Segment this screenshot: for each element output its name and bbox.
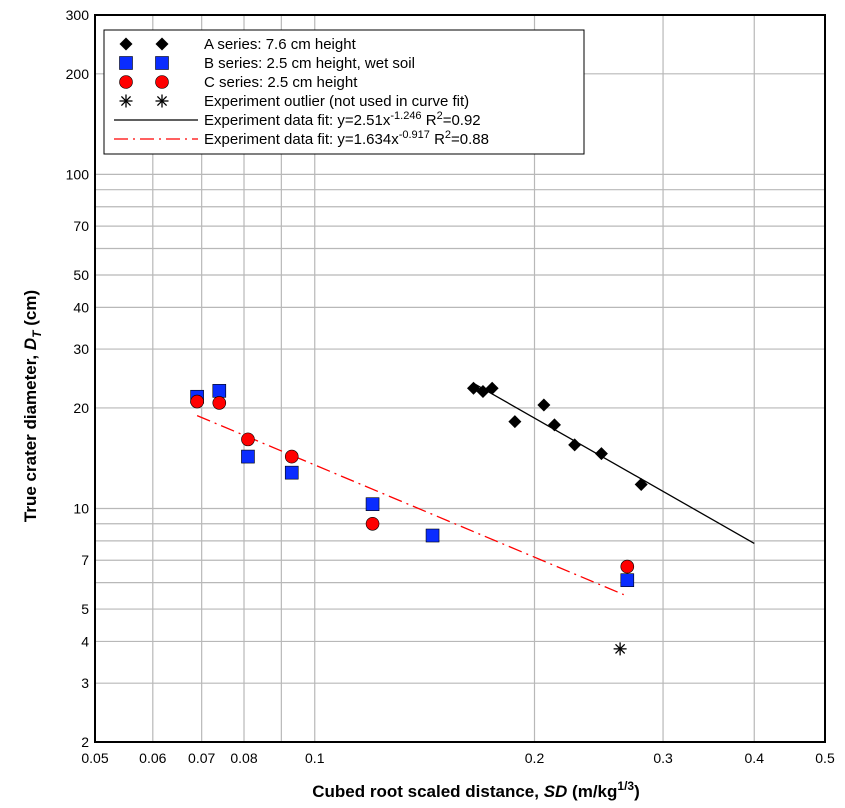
a-series-point [568, 438, 582, 452]
fit-lines [196, 382, 755, 596]
x-tick-label: 0.3 [653, 750, 673, 766]
legend-marker-right [155, 56, 169, 70]
x-axis-label-symbol: SD [544, 782, 568, 801]
legend: A series: 7.6 cm height B series: 2.5 cm… [103, 29, 585, 155]
x-tick-label: 0.07 [188, 750, 215, 766]
x-tick-label: 0.5 [815, 750, 835, 766]
y-axis-label-unit: (cm) [21, 290, 40, 331]
legend-marker-left [119, 94, 133, 108]
x-tick-label: 0.1 [305, 750, 325, 766]
legend-marker-right [155, 94, 169, 108]
x-tick-label: 0.06 [139, 750, 166, 766]
y-axis-label: True crater diameter, DT (cm) [21, 290, 44, 522]
fit-a-r-value: =0.92 [443, 112, 481, 129]
c-series-point [190, 394, 204, 409]
x-axis-label-unit-exponent: 1/3 [617, 779, 634, 793]
y-axis-label-prefix: True crater diameter, [21, 350, 40, 522]
x-axis-label-unit-close: ) [634, 782, 640, 801]
fit-b-r-exponent: 2 [445, 129, 451, 141]
y-tick-label: 20 [73, 400, 89, 416]
a-series-point [537, 398, 551, 412]
y-tick-label: 100 [66, 166, 90, 182]
y-tick-label: 10 [73, 500, 89, 516]
c-series-point [212, 396, 227, 410]
y-tick-label: 40 [73, 299, 89, 315]
fit-b-main: Experiment data fit: y=1.634x [204, 131, 399, 148]
y-tick-label: 7 [81, 552, 89, 568]
b-series-point [241, 449, 255, 464]
x-axis-label-unit: (m/kg [567, 782, 617, 801]
x-axis-label: Cubed root scaled distance, SD (m/kg1/3) [312, 779, 640, 801]
x-tick-label: 0.05 [81, 750, 108, 766]
y-tick-label: 30 [73, 341, 89, 357]
legend-box [103, 29, 585, 155]
y-tick-label: 70 [73, 218, 89, 234]
legend-marker-left [119, 75, 133, 89]
x-tick-label: 0.4 [745, 750, 765, 766]
fit-a-main: Experiment data fit: y=2.51x [204, 112, 391, 129]
legend-markers [114, 37, 198, 140]
fit-b-exponent: -0.917 [399, 129, 430, 141]
b-series-point [284, 465, 299, 480]
a-series-point [547, 418, 561, 432]
a-series-point [594, 447, 608, 461]
a-series-point [634, 477, 648, 491]
legend-label-c-series: C series: 2.5 cm height [204, 74, 358, 91]
fit-b-r: R [430, 131, 445, 148]
y-axis-label-subscript: T [30, 329, 44, 338]
legend-label-fit-a: Experiment data fit: y=2.51x-1.246 R2=0.… [204, 110, 481, 129]
fit-a-r: R [422, 112, 437, 129]
y-tick-label: 3 [81, 675, 89, 691]
c-series-point [284, 449, 299, 464]
a-series-point [508, 415, 522, 429]
fit-a-exponent: -1.246 [390, 110, 421, 122]
outlier-point [613, 642, 627, 656]
x-tick-label: 0.08 [230, 750, 257, 766]
legend-marker-left [119, 37, 133, 51]
c-series-point [241, 432, 255, 447]
b-series-point [620, 573, 635, 588]
x-axis-label-prefix: Cubed root scaled distance, [312, 782, 543, 801]
y-tick-label: 50 [73, 267, 89, 283]
y-tick-label: 200 [66, 66, 90, 82]
legend-label-b-series: B series: 2.5 cm height, wet soil [204, 55, 415, 72]
legend-marker-right [155, 75, 169, 89]
fit-b-r-value: =0.88 [451, 131, 489, 148]
y-tick-label: 2 [81, 734, 89, 750]
y-tick-label: 4 [81, 633, 89, 649]
c-series-point [365, 516, 380, 531]
y-axis-label-symbol: D [21, 338, 40, 350]
b-series-point [425, 528, 440, 543]
legend-label-outlier: Experiment outlier (not used in curve fi… [204, 93, 469, 110]
fit-line-a-series [473, 382, 755, 544]
x-tick-label: 0.2 [525, 750, 545, 766]
plot-frame [94, 14, 826, 743]
legend-marker-left [119, 56, 133, 70]
data-points [190, 381, 648, 656]
c-series-point [620, 559, 635, 574]
legend-label-a-series: A series: 7.6 cm height [204, 36, 357, 53]
b-series-point [212, 384, 227, 398]
y-tick-label: 300 [66, 7, 90, 23]
a-series-point [485, 381, 499, 395]
tick-labels: 0.05 0.06 0.07 0.08 0.1 0.2 0.3 0.4 0.5 2 3 4 5 7 10 20… [66, 7, 835, 766]
b-series-point [365, 497, 380, 511]
fit-a-r-exponent: 2 [437, 110, 443, 122]
legend-marker-right [155, 37, 169, 51]
y-tick-label: 5 [81, 601, 89, 617]
legend-label-fit-b: Experiment data fit: y=1.634x-0.917 R2=0… [204, 129, 489, 148]
